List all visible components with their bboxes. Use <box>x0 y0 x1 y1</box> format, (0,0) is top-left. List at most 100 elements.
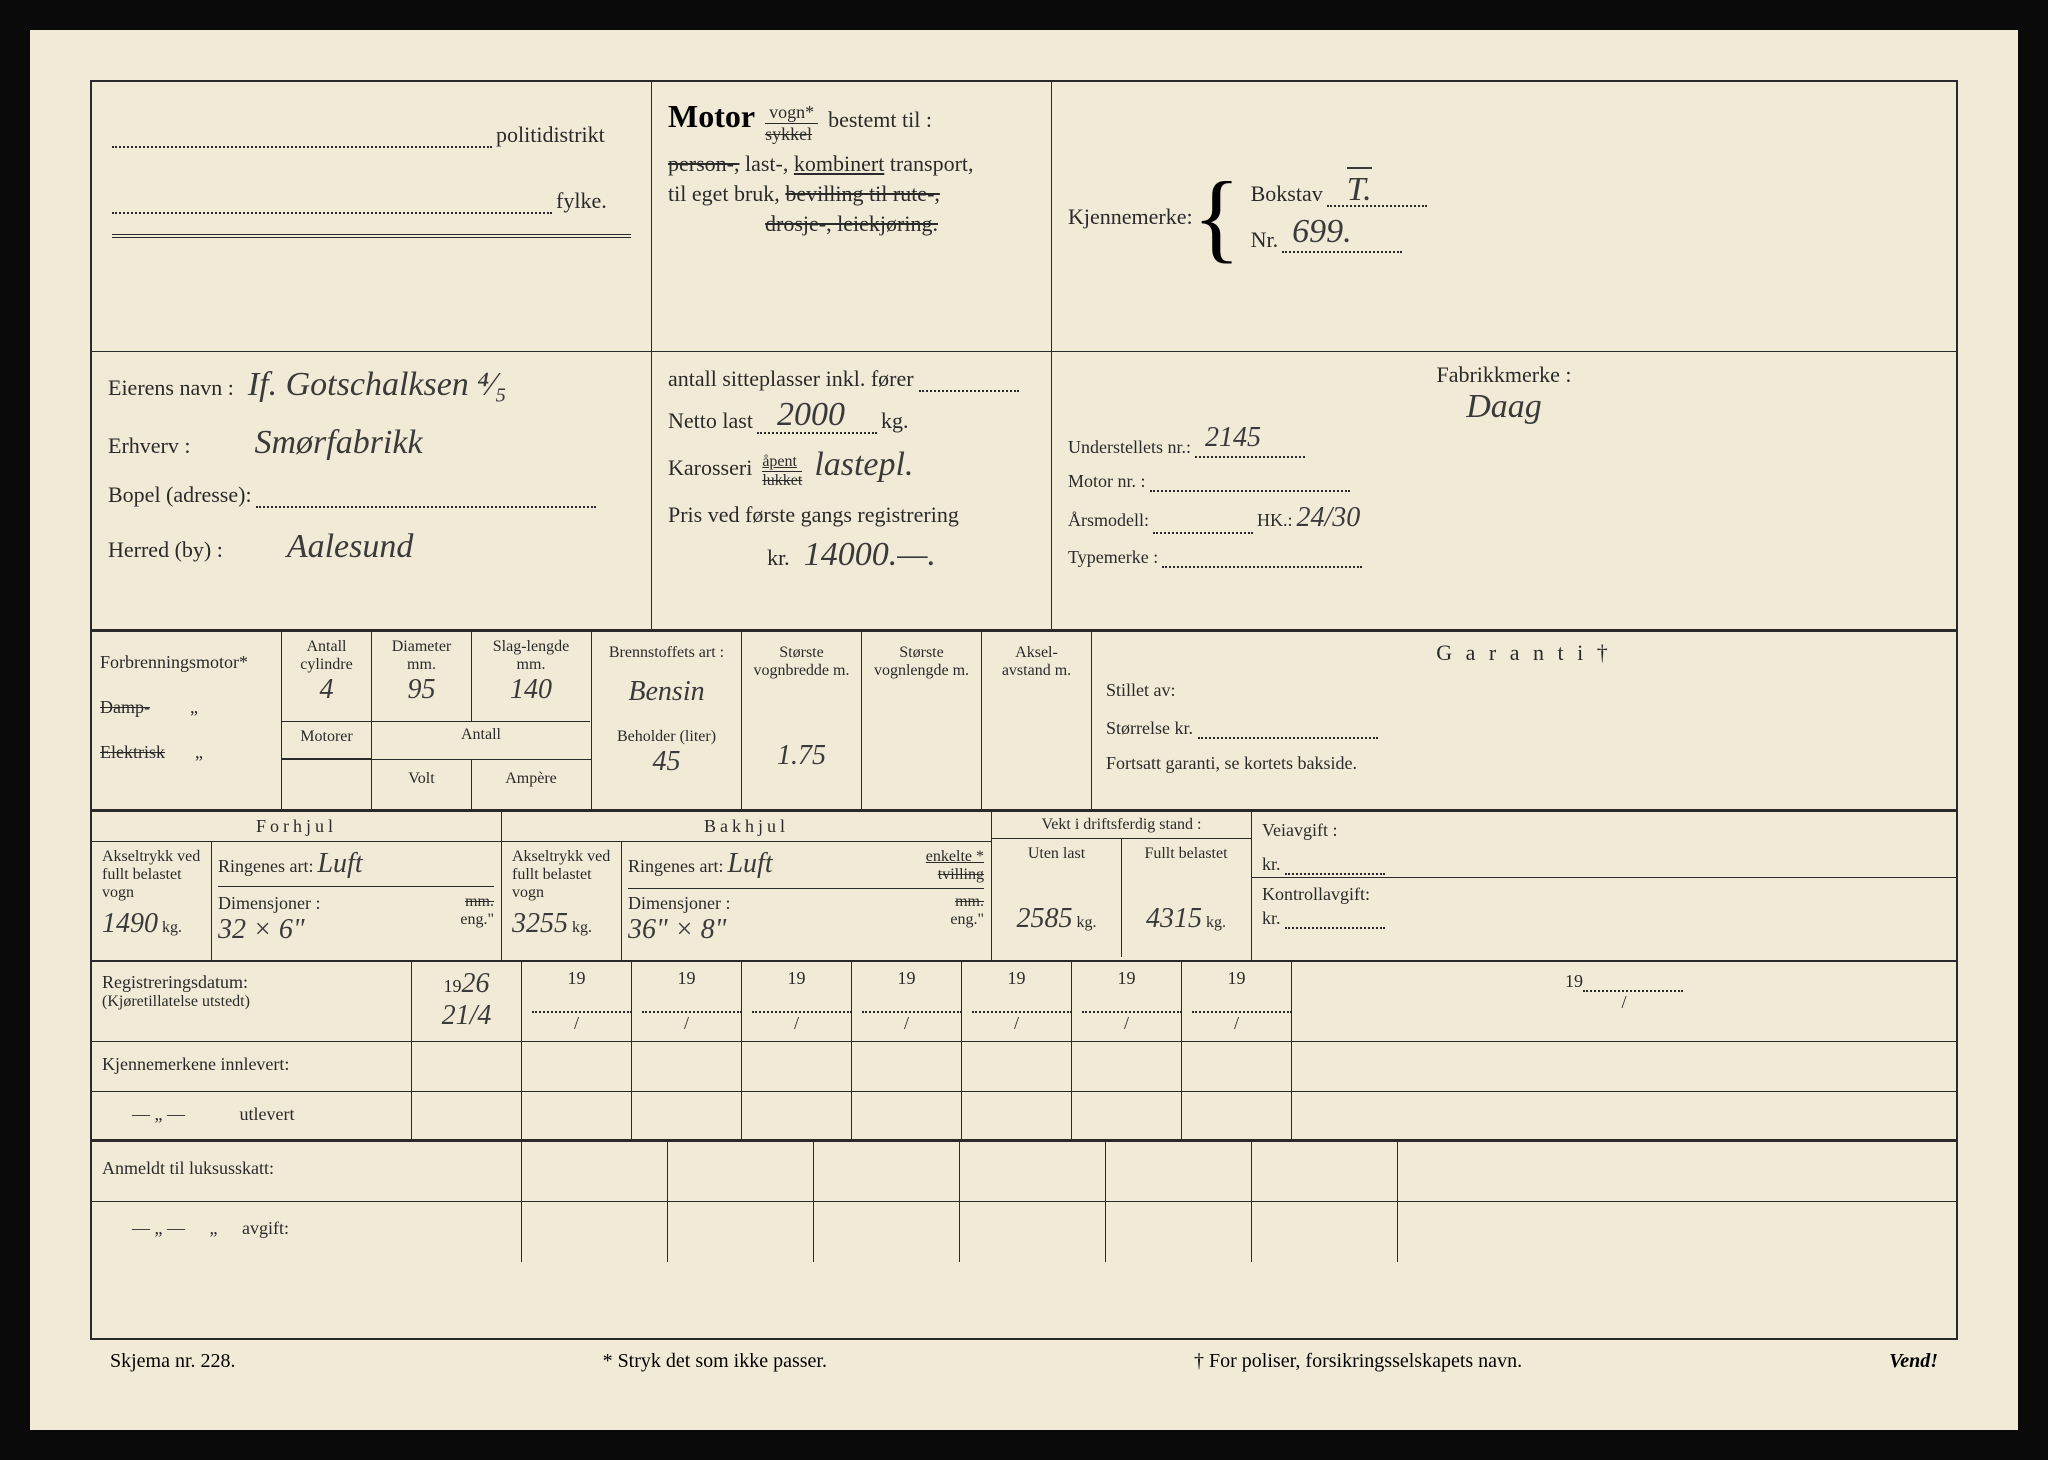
fylke-label: fylke. <box>556 188 607 213</box>
motor-cell: Motor vogn* sykkel bestemt til : person-… <box>652 82 1052 352</box>
form-border: politidistrikt fylke. Motor vogn* sykkel <box>90 80 1958 1340</box>
stillet-label: Stillet av: <box>1106 680 1942 701</box>
avgift-label: avgift: <box>242 1218 289 1238</box>
pris-label: Pris ved første gangs registrering <box>668 502 1035 528</box>
transport-label: transport, <box>890 151 974 176</box>
vekt-group: Vekt i driftsferdig stand : Uten last 25… <box>992 812 1252 960</box>
hk-value: 24/30 <box>1297 502 1361 533</box>
motor-details-cell: antall sitteplasser inkl. fører Netto la… <box>652 352 1052 630</box>
owner-cell: Eierens navn : If. Gotschalksen ⁴⁄₅ Erhv… <box>92 352 652 630</box>
nr-label: Nr. <box>1251 227 1279 252</box>
antall-label: Antall <box>376 726 586 744</box>
bokstav-label: Bokstav <box>1251 181 1323 206</box>
reg-datum-sub: (Kjøretillatelse utstedt) <box>102 993 401 1011</box>
bakhjul-label: Bakhjul <box>502 812 991 842</box>
footer: Skjema nr. 228. * Stryk det som ikke pas… <box>90 1340 1958 1373</box>
engine-row: Forbrenningsmotor* Damp-„ Elektrisk„ Ant… <box>92 632 1956 812</box>
volt-label: Volt <box>372 760 472 810</box>
arsmodell-label: Årsmodell: <box>1068 510 1149 530</box>
kontrollavgift-label: Kontrollavgift: <box>1262 884 1946 905</box>
akseltrykk-r-label: Akseltrykk ved fullt belastet vogn <box>512 848 611 902</box>
kjennemerke-cell: Kjennemerke: { Bokstav T. Nr. 699. <box>1052 82 1956 352</box>
motor-nr-label: Motor nr. : <box>1068 471 1146 491</box>
eng-r: eng." <box>950 911 984 928</box>
top-row: politidistrikt fylke. Motor vogn* sykkel <box>92 82 1956 352</box>
registration-grid: Registreringsdatum: (Kjøretillatelse uts… <box>92 962 1956 1262</box>
stryk-label: * Stryk det som ikke passer. <box>603 1350 827 1373</box>
brennstoff-value: Bensin <box>602 676 731 708</box>
kjennemerke-label: Kjennemerke: <box>1068 204 1193 230</box>
year1-value: 26 <box>462 968 490 999</box>
brace-icon: { <box>1193 177 1241 257</box>
fabrikkmerke-value: Daag <box>1466 388 1542 425</box>
dia-value: 95 <box>382 674 461 706</box>
garanti-cell: G a r a n t i † Stillet av: Størrelse kr… <box>1092 632 1956 810</box>
understellets-value: 2145 <box>1205 422 1261 454</box>
vekt-label: Vekt i driftsferdig stand : <box>992 812 1251 839</box>
ringenes-f-label: Ringenes art: <box>218 856 313 876</box>
herred-value: Aalesund <box>287 528 414 565</box>
vogn-label: vogn <box>769 102 805 122</box>
uten-last-value: 2585 <box>1017 903 1073 934</box>
politidistrikt-label: politidistrikt <box>496 122 605 147</box>
cylinder-group: Antall cylindre 4 Diameter mm. 95 Slag-l… <box>282 632 592 810</box>
pris-value: 14000.—. <box>804 536 936 573</box>
aksel-cell: Aksel-avstand m. <box>982 632 1092 810</box>
ditto-2: — „ — <box>132 1218 185 1238</box>
date1-value: 21/4 <box>422 1000 511 1032</box>
garanti-label: G a r a n t i † <box>1106 640 1942 666</box>
dim-f-label: Dimensjoner : <box>218 893 320 913</box>
forhjul-label: Forhjul <box>92 812 501 842</box>
kr-label: kr. <box>767 545 790 570</box>
ringenes-r-label: Ringenes art: <box>628 856 723 876</box>
sitte-label: antall sitteplasser inkl. fører <box>668 366 914 391</box>
lukket-label: lukket <box>762 472 802 489</box>
avgift-group: Veiavgift : kr. Kontrollavgift: kr. <box>1252 812 1956 960</box>
akseltrykk-f-label: Akseltrykk ved fullt belastet vogn <box>102 848 201 902</box>
fullt-belastet-label: Fullt belastet <box>1128 845 1244 863</box>
ringenes-f-value: Luft <box>317 848 362 879</box>
slag-label: Slag-lengde mm. <box>482 638 580 674</box>
ringenes-r-value: Luft <box>727 848 772 879</box>
fullt-belastet-value: 4315 <box>1146 903 1202 934</box>
lengde-label: Største vognlengde m. <box>872 644 971 680</box>
kombinert-label: kombinert <box>794 151 884 176</box>
dim-r-value: 36" × 8" <box>628 914 726 945</box>
ditto-1: — „ — <box>132 1104 185 1124</box>
dia-label: Diameter mm. <box>382 638 461 674</box>
karosseri-label: Karosseri <box>668 455 752 480</box>
mm-f: mm. <box>465 893 494 910</box>
akseltrykk-r-value: 3255 <box>512 908 568 939</box>
form-page: politidistrikt fylke. Motor vogn* sykkel <box>30 30 2018 1430</box>
karosseri-value: lastepl. <box>814 446 913 483</box>
bevilling-label: bevilling til rute-, <box>785 181 940 206</box>
luksus-label: Anmeldt til luksusskatt: <box>92 1142 522 1202</box>
uten-last-label: Uten last <box>1002 845 1111 863</box>
mm-r: mm. <box>955 893 984 910</box>
eier-label: Eierens navn : <box>108 375 234 400</box>
kg-label: kg. <box>881 408 909 433</box>
motorer-label: Motorer <box>282 722 372 759</box>
herred-label: Herred (by) : <box>108 537 223 562</box>
poliser-label: † For poliser, forsikringsselskapets nav… <box>1194 1350 1522 1373</box>
cyl-label: Antall cylindre <box>292 638 361 674</box>
netto-label: Netto last <box>668 408 753 433</box>
elektrisk-label: Elektrisk <box>100 742 165 762</box>
beholder-value: 45 <box>602 746 731 778</box>
aksel-label: Aksel-avstand m. <box>992 644 1081 680</box>
hk-label: HK.: <box>1257 510 1293 530</box>
sykkel-label: sykkel <box>765 124 812 144</box>
person-label: person-, <box>668 151 739 176</box>
bredde-cell: Største vognbredde m. 1.75 <box>742 632 862 810</box>
cyl-value: 4 <box>292 674 361 706</box>
bokstav-value: T. <box>1347 167 1372 209</box>
fortsatt-label: Fortsatt garanti, se kortets bakside. <box>1106 753 1942 774</box>
utlevert-label: utlevert <box>240 1104 295 1124</box>
owner-row: Eierens navn : If. Gotschalksen ⁴⁄₅ Erhv… <box>92 352 1956 632</box>
brennstoff-label: Brennstoffets art : <box>602 644 731 662</box>
bredde-value: 1.75 <box>752 740 851 772</box>
lengde-cell: Største vognlengde m. <box>862 632 982 810</box>
storrelse-label: Størrelse kr. <box>1106 718 1193 738</box>
nr-value: 699. <box>1292 213 1352 251</box>
veiavgift-label: Veiavgift : <box>1252 812 1956 849</box>
